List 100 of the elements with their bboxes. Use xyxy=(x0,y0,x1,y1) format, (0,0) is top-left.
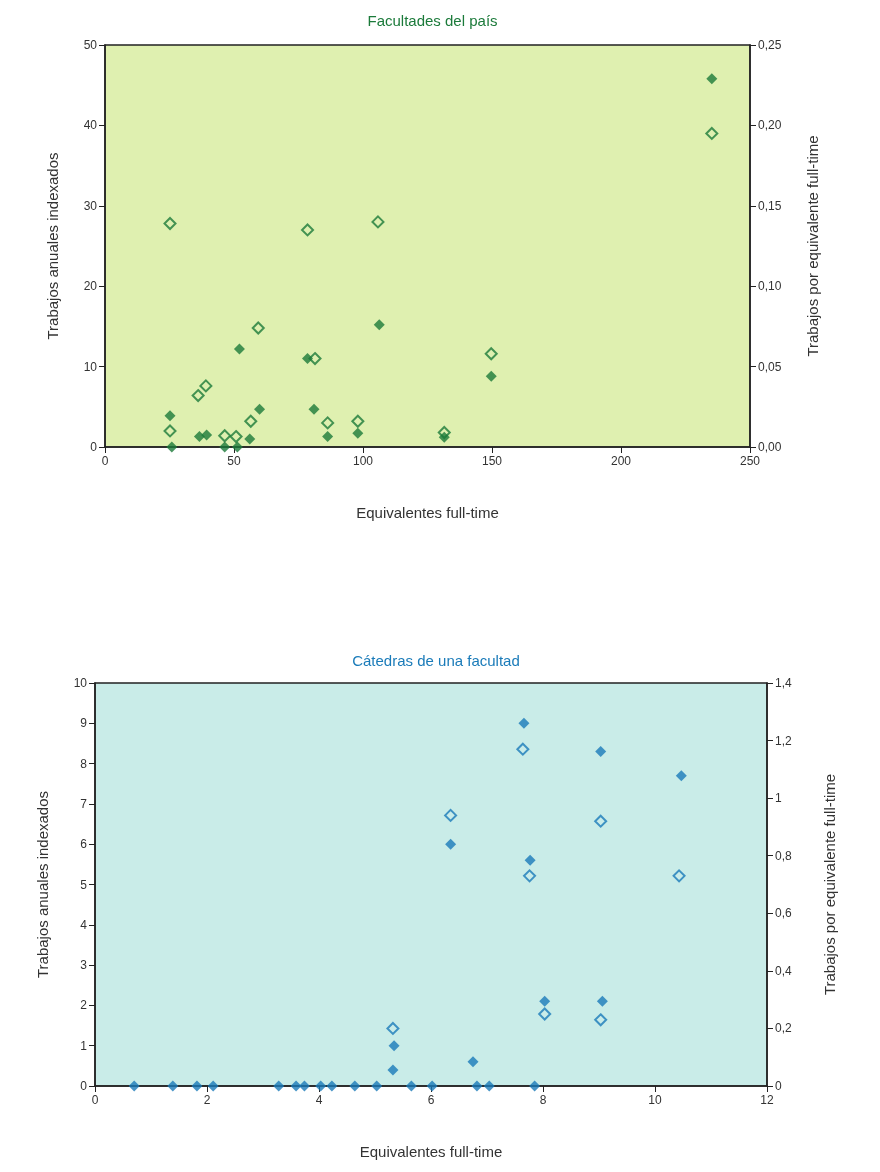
y2-tick-label: 0,15 xyxy=(758,198,782,213)
point xyxy=(163,424,177,438)
y-tick-label: 0 xyxy=(80,1079,88,1093)
y-tick-label: 7 xyxy=(80,796,88,811)
point xyxy=(164,410,176,422)
y2-tick-label: 0,6 xyxy=(775,906,793,921)
x-tick-label: 6 xyxy=(427,1093,435,1107)
point xyxy=(207,1080,219,1092)
point xyxy=(308,403,320,415)
x-tick-label: 200 xyxy=(610,454,632,468)
point xyxy=(388,1040,400,1052)
y-tick-label: 40 xyxy=(83,118,98,133)
y-tick-label: 1 xyxy=(80,1038,88,1053)
chart-title: Cátedras de una facultad xyxy=(352,652,520,669)
point xyxy=(219,441,231,453)
point xyxy=(371,1080,383,1092)
y2-tick-label: 1 xyxy=(775,791,782,806)
point xyxy=(516,742,530,756)
point xyxy=(485,370,497,382)
x-tick-label: 10 xyxy=(648,1093,662,1107)
y-tick-label: 9 xyxy=(80,716,88,731)
point xyxy=(201,429,213,441)
point xyxy=(254,403,266,415)
y2-tick-label: 0,20 xyxy=(758,118,782,133)
y2-tick-label: 1,4 xyxy=(775,676,793,690)
point xyxy=(290,1080,302,1092)
y-tick-label: 8 xyxy=(80,756,88,771)
point xyxy=(538,1007,552,1021)
y-axis-title: Trabajos anuales indexados xyxy=(34,790,51,979)
y2-axis-title: Trabajos por equivalente full-time xyxy=(804,135,821,357)
point xyxy=(529,1080,541,1092)
x-tick-label: 12 xyxy=(760,1093,774,1107)
point xyxy=(193,431,205,443)
y-tick-label: 0 xyxy=(90,440,98,454)
y2-tick-label: 1,2 xyxy=(775,733,793,748)
point xyxy=(471,1080,483,1092)
point xyxy=(251,321,265,335)
point xyxy=(596,995,608,1007)
point xyxy=(467,1056,479,1068)
point xyxy=(675,770,687,782)
point xyxy=(302,353,314,365)
point xyxy=(301,223,315,237)
point xyxy=(322,431,334,443)
point xyxy=(444,808,458,822)
y2-tick-label: 0,25 xyxy=(758,38,782,52)
y2-tick-label: 0,00 xyxy=(758,440,782,454)
chart-title: Facultades del país xyxy=(367,12,498,29)
point xyxy=(405,1080,417,1092)
y2-axis-title: Trabajos por equivalente full-time xyxy=(821,773,838,996)
point xyxy=(595,746,607,758)
point xyxy=(438,431,450,443)
point xyxy=(705,126,719,140)
point xyxy=(426,1080,438,1092)
point xyxy=(229,430,243,444)
y-tick-label: 50 xyxy=(83,38,98,52)
point xyxy=(387,1064,399,1076)
y2-tick-label: 0,10 xyxy=(758,279,782,294)
y2-tick-label: 0,4 xyxy=(775,963,793,978)
y-tick-label: 4 xyxy=(80,917,88,932)
y-tick-label: 6 xyxy=(80,837,88,852)
y-axis-title: Trabajos anuales indexados xyxy=(44,152,61,340)
point xyxy=(371,215,385,229)
point xyxy=(594,814,608,828)
point xyxy=(199,379,213,393)
x-tick-label: 150 xyxy=(481,454,503,468)
x-tick-label: 250 xyxy=(739,454,761,468)
y-tick-label: 30 xyxy=(83,198,98,213)
point xyxy=(524,854,536,866)
x-tick-label: 4 xyxy=(315,1093,323,1107)
y-tick-label: 2 xyxy=(80,998,88,1013)
x-tick-label: 8 xyxy=(539,1093,547,1107)
point xyxy=(483,1080,495,1092)
point xyxy=(386,1021,400,1035)
point xyxy=(231,441,243,453)
x-axis-title: Equivalentes full-time xyxy=(356,504,499,521)
point xyxy=(321,416,335,430)
point xyxy=(167,1080,179,1092)
point xyxy=(672,869,686,883)
x-axis-title: Equivalentes full-time xyxy=(359,1143,503,1160)
point xyxy=(706,73,718,85)
point xyxy=(233,343,245,355)
point xyxy=(273,1080,285,1092)
y-tick-label: 10 xyxy=(83,359,98,374)
y2-tick-label: 0 xyxy=(775,1079,782,1093)
point xyxy=(518,717,530,729)
point xyxy=(191,1080,203,1092)
x-tick-label: 0 xyxy=(101,454,109,468)
point xyxy=(244,433,256,445)
point xyxy=(218,429,232,443)
y2-tick-label: 0,05 xyxy=(758,359,782,374)
point xyxy=(445,838,457,850)
point xyxy=(373,319,385,331)
point xyxy=(128,1080,140,1092)
point xyxy=(244,414,258,428)
y2-tick-label: 0,2 xyxy=(775,1021,793,1036)
x-tick-label: 2 xyxy=(203,1093,211,1107)
point xyxy=(352,427,364,439)
point xyxy=(298,1080,310,1092)
point xyxy=(308,352,322,366)
x-tick-label: 100 xyxy=(352,454,374,468)
